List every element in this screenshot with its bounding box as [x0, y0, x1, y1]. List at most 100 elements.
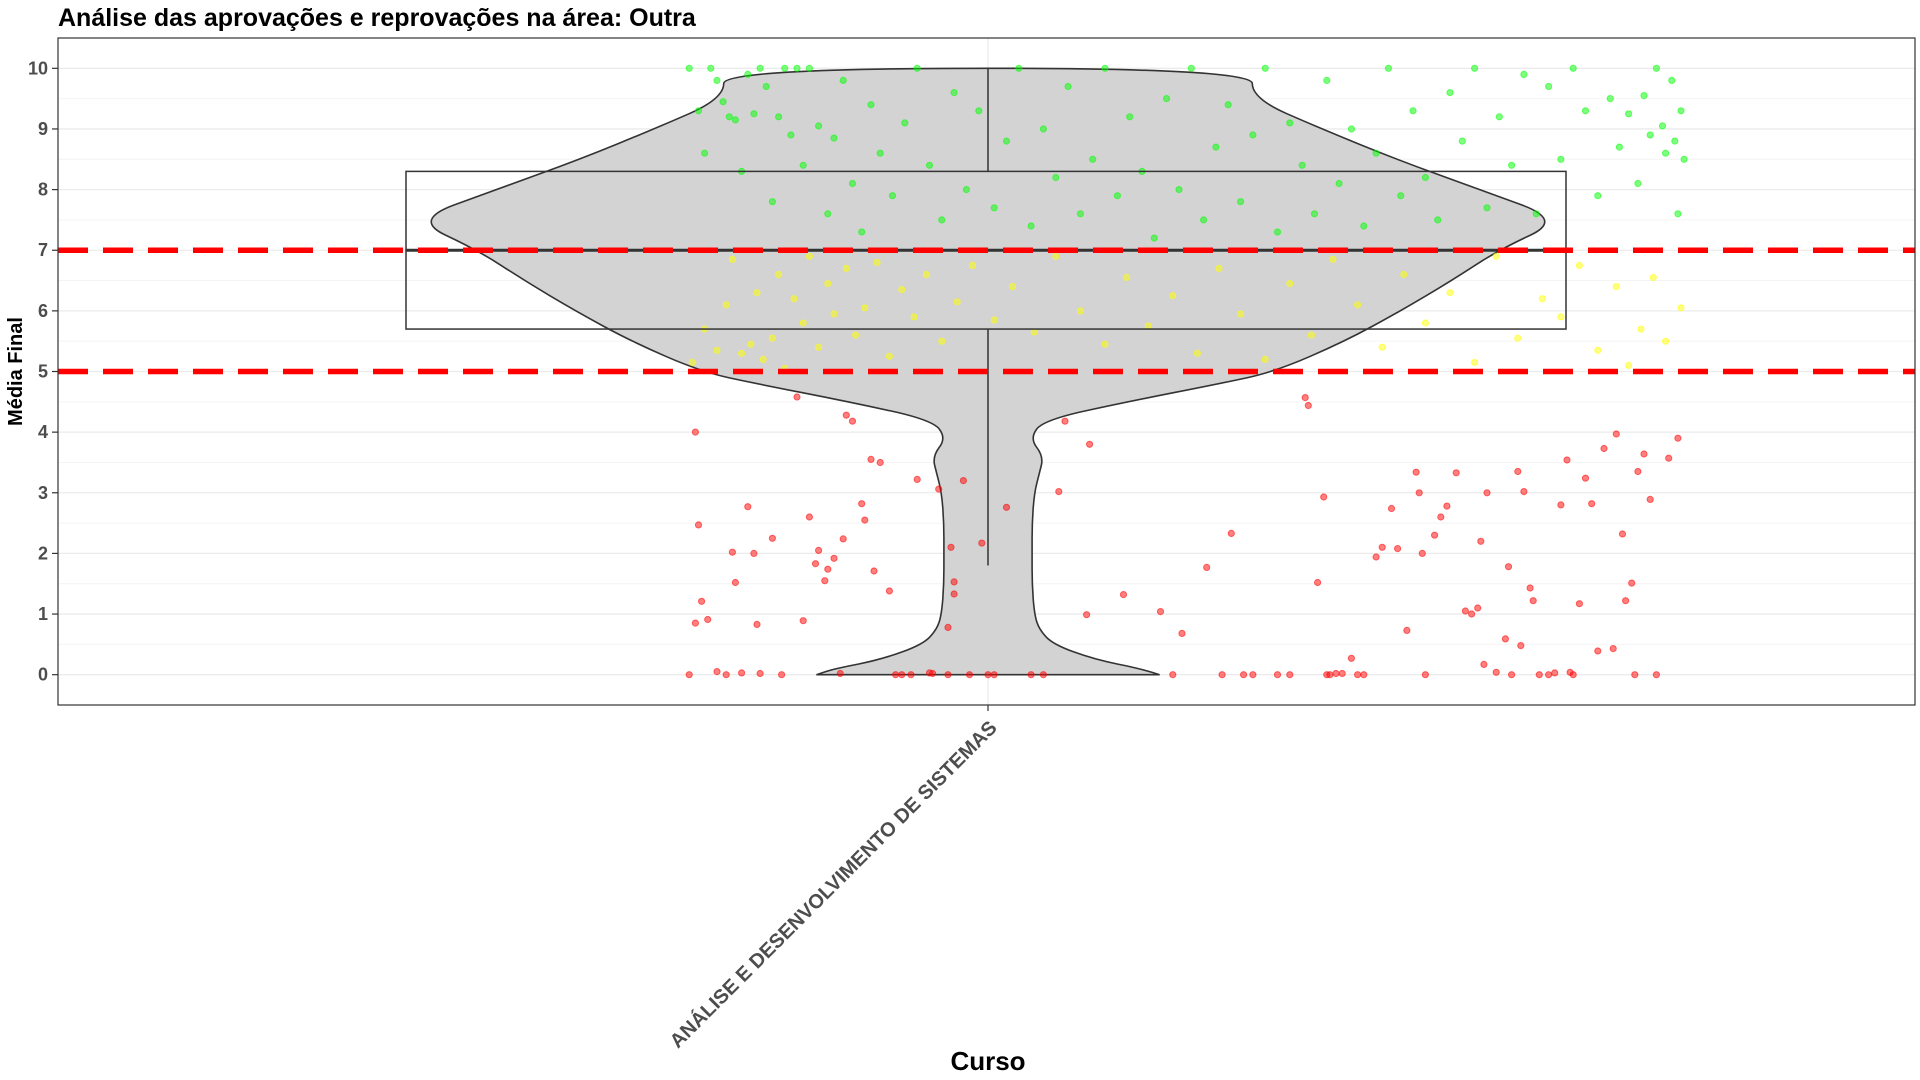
point-aprovado — [1652, 64, 1661, 72]
point-recuperacao — [815, 343, 823, 351]
point-recuperacao — [1193, 349, 1202, 357]
point-aprovado — [1532, 210, 1540, 218]
point-aprovado — [1015, 64, 1023, 72]
point-aprovado — [913, 64, 921, 72]
point-reprovado — [842, 411, 850, 419]
point-recuperacao — [1421, 319, 1430, 327]
point-aprovado — [1273, 228, 1282, 236]
point-reprovado — [1286, 671, 1294, 679]
point-reprovado — [1301, 394, 1309, 402]
point-aprovado — [925, 161, 934, 169]
point-recuperacao — [799, 319, 807, 327]
point-aprovado — [1508, 161, 1516, 169]
point-aprovado — [1372, 149, 1380, 157]
point-reprovado — [753, 620, 761, 629]
point-reprovado — [1378, 543, 1386, 551]
point-recuperacao — [790, 295, 798, 303]
point-aprovado — [768, 198, 777, 206]
point-aprovado — [1606, 95, 1614, 103]
point-aprovado — [685, 64, 693, 72]
point-recuperacao — [1123, 273, 1131, 282]
point-reprovado — [1083, 611, 1091, 619]
point-reprovado — [1332, 669, 1340, 678]
point-aprovado — [1458, 137, 1466, 145]
point-reprovado — [1545, 671, 1553, 679]
point-reprovado — [1474, 604, 1482, 612]
point-aprovado — [1347, 125, 1356, 133]
point-reprovado — [1178, 629, 1186, 638]
point-reprovado — [1674, 434, 1682, 442]
point-aprovado — [731, 116, 740, 124]
point-recuperacao — [759, 355, 767, 363]
point-reprovado — [1418, 549, 1426, 558]
point-reprovado — [1618, 530, 1627, 538]
point-aprovado — [1495, 113, 1503, 121]
point-reprovado — [1360, 671, 1368, 679]
point-reprovado — [1431, 531, 1439, 539]
point-reprovado — [913, 475, 921, 483]
point-reprovado — [1169, 671, 1177, 679]
point-aprovado — [1089, 155, 1097, 163]
point-recuperacao — [842, 264, 850, 272]
point-reprovado — [892, 671, 900, 679]
point-recuperacao — [1030, 328, 1038, 336]
point-aprovado — [1520, 70, 1528, 79]
point-aprovado — [719, 98, 727, 106]
point-reprovado — [1227, 529, 1235, 538]
point-aprovado — [750, 110, 758, 118]
point-recuperacao — [1677, 304, 1685, 312]
x-axis-ticks: ANÁLISE E DESENVOLVIMENTO DE SISTEMAS — [665, 705, 1002, 1053]
point-recuperacao — [1649, 273, 1657, 282]
point-reprovado — [836, 669, 844, 678]
point-aprovado — [1200, 216, 1208, 224]
point-aprovado — [1545, 82, 1553, 91]
point-recuperacao — [768, 334, 777, 342]
point-recuperacao — [1329, 255, 1337, 263]
point-reprovado — [867, 455, 875, 463]
point-reprovado — [1508, 671, 1516, 679]
point-aprovado — [1335, 179, 1343, 188]
point-reprovado — [1347, 654, 1356, 662]
point-recuperacao — [1446, 289, 1454, 297]
point-aprovado — [701, 149, 709, 157]
point-reprovado — [1338, 669, 1346, 678]
point-reprovado — [1501, 635, 1510, 643]
point-recuperacao — [1514, 334, 1522, 342]
point-reprovado — [1520, 488, 1528, 496]
point-aprovado — [1581, 107, 1590, 115]
point-recuperacao — [910, 313, 918, 321]
point-recuperacao — [1625, 361, 1633, 369]
point-aprovado — [713, 76, 721, 85]
point-aprovado — [1360, 222, 1368, 230]
point-reprovado — [870, 567, 878, 575]
point-reprovado — [1273, 671, 1282, 679]
point-recuperacao — [1307, 331, 1316, 339]
point-reprovado — [1634, 467, 1642, 476]
point-aprovado — [1310, 210, 1319, 218]
point-aprovado — [1397, 192, 1405, 200]
point-aprovado — [815, 122, 823, 130]
point-reprovado — [1612, 430, 1620, 438]
point-reprovado — [839, 535, 847, 543]
point-aprovado — [1557, 155, 1565, 163]
point-recuperacao — [1637, 325, 1645, 333]
point-reprovado — [1320, 493, 1328, 501]
point-aprovado — [725, 113, 733, 121]
point-reprovado — [1203, 563, 1211, 572]
point-reprovado — [950, 590, 958, 598]
point-reprovado — [907, 671, 915, 679]
point-reprovado — [744, 503, 752, 511]
point-reprovado — [799, 617, 807, 625]
point-recuperacao — [885, 352, 894, 360]
point-recuperacao — [1261, 355, 1269, 363]
point-aprovado — [1002, 137, 1011, 145]
point-recuperacao — [953, 298, 961, 306]
point-aprovado — [1615, 143, 1624, 151]
point-reprovado — [990, 671, 998, 679]
point-reprovado — [1039, 671, 1048, 679]
point-aprovado — [839, 76, 847, 85]
point-reprovado — [1535, 671, 1543, 679]
point-recuperacao — [1354, 301, 1362, 309]
point-reprovado — [1477, 537, 1485, 545]
point-reprovado — [1588, 500, 1596, 508]
